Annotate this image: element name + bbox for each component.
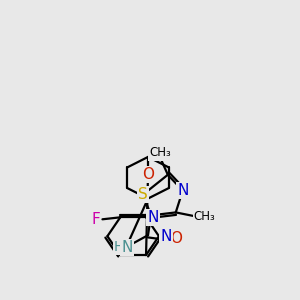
Text: CH₃: CH₃ <box>194 210 215 223</box>
Text: N: N <box>147 210 159 225</box>
Text: H: H <box>114 240 124 254</box>
Text: O: O <box>170 231 182 246</box>
Text: F: F <box>91 212 100 227</box>
Text: O: O <box>142 167 154 182</box>
Text: N: N <box>160 229 172 244</box>
Text: N: N <box>177 183 188 198</box>
Text: CH₃: CH₃ <box>149 146 171 160</box>
Text: S: S <box>138 187 148 202</box>
Text: N: N <box>122 240 133 255</box>
